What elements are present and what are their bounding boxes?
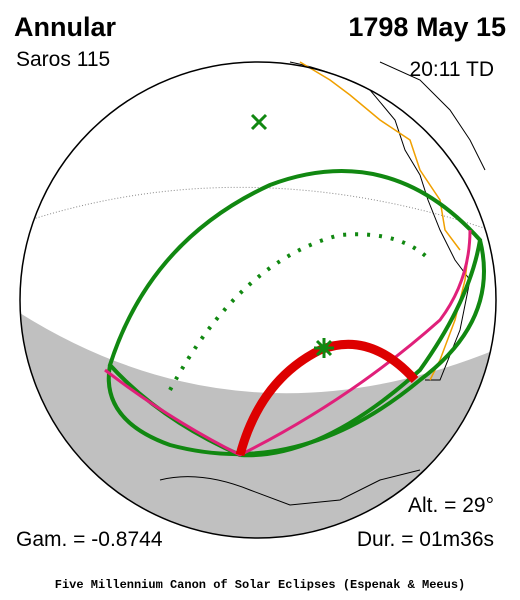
footer: Five Millennium Canon of Solar Eclipses … [55, 578, 465, 592]
gamma: Gam. = -0.8744 [16, 528, 163, 551]
date: 1798 May 15 [348, 12, 506, 42]
time: 20:11 TD [410, 58, 494, 81]
duration: Dur. = 01m36s [357, 528, 494, 551]
subsolar-marker [250, 113, 268, 131]
penumbral-limit [106, 239, 486, 456]
eclipse-type: Annular [14, 12, 116, 42]
saros: Saros 115 [16, 48, 110, 71]
altitude: Alt. = 29° [408, 494, 494, 517]
rise-set-curve [104, 229, 472, 457]
globe-outline [19, 61, 497, 539]
greatest-eclipse-marker [314, 338, 334, 358]
